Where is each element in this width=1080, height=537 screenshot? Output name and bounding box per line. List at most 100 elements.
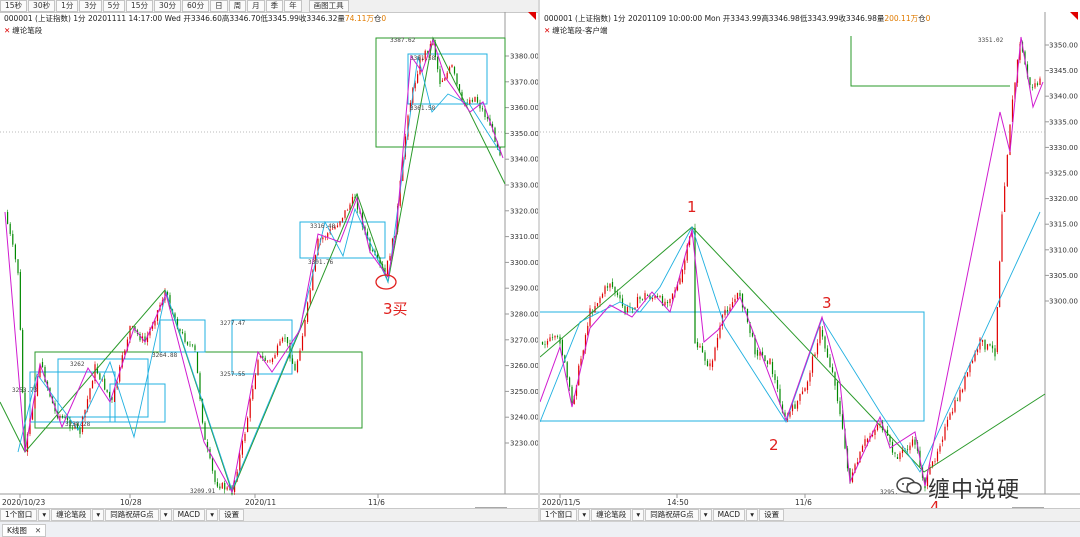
y-tick-label: 3330.00 bbox=[1049, 144, 1078, 152]
candle-body bbox=[924, 477, 926, 489]
indicator-tab[interactable]: MACD bbox=[712, 509, 746, 521]
dropdown-arrow-icon[interactable]: ▾ bbox=[159, 509, 172, 521]
price-label: 3264.88 bbox=[152, 352, 178, 359]
candle-body bbox=[331, 228, 334, 230]
candle-body bbox=[594, 306, 596, 313]
candle-body bbox=[746, 308, 749, 323]
candle-body bbox=[94, 364, 96, 382]
candle-body bbox=[481, 108, 484, 110]
candle-body bbox=[1014, 82, 1016, 100]
price-label: 3387.62 bbox=[390, 37, 416, 44]
indicator-tab[interactable]: 缠论笔段 bbox=[51, 509, 92, 521]
period-button[interactable]: 5分 bbox=[102, 0, 125, 12]
dropdown-arrow-icon[interactable]: ▾ bbox=[746, 509, 759, 521]
candle-body bbox=[284, 337, 286, 339]
window-count-select[interactable]: 1个窗口 bbox=[0, 509, 38, 521]
indicator-tab[interactable]: 同路祝研G点 bbox=[105, 509, 159, 521]
dropdown-arrow-icon[interactable]: ▾ bbox=[92, 509, 105, 521]
drawing-tools-button[interactable]: 画图工具 bbox=[308, 0, 349, 12]
candle-body bbox=[226, 487, 228, 490]
y-tick-label: 3310.00 bbox=[510, 233, 538, 241]
candle-body bbox=[971, 360, 974, 363]
y-tick-label: 3380.00 bbox=[510, 53, 538, 61]
indicator-tab[interactable]: MACD bbox=[172, 509, 206, 521]
zhongshu-box bbox=[850, 36, 1010, 87]
dropdown-arrow-icon[interactable]: ▾ bbox=[38, 509, 51, 521]
period-button[interactable]: 15秒 bbox=[0, 0, 28, 12]
candle-body bbox=[484, 109, 486, 118]
period-button[interactable]: 季 bbox=[265, 0, 284, 12]
left-chart-panel[interactable]: 000001 (上证指数) 1分 20201111 14:17:00 Wed 开… bbox=[0, 12, 538, 520]
period-button[interactable]: 月 bbox=[247, 0, 265, 12]
period-button[interactable]: 1分 bbox=[56, 0, 79, 12]
candle-body bbox=[451, 64, 453, 68]
right-chart-panel[interactable]: 000001 (上证指数) 1分 20201109 10:00:00 Mon 开… bbox=[540, 12, 1080, 520]
period-button[interactable]: 周 bbox=[228, 0, 247, 12]
panel-separator[interactable] bbox=[538, 0, 540, 521]
candle-body bbox=[991, 345, 994, 349]
candle-body bbox=[651, 298, 654, 300]
indicator-tab[interactable]: 缠论笔段 bbox=[591, 509, 632, 521]
window-count-select[interactable]: 1个窗口 bbox=[540, 509, 578, 521]
x-tick-label: 2020/11/5 bbox=[542, 498, 581, 507]
candle-body bbox=[999, 261, 1001, 308]
left-kline-chart[interactable]: 3380.00 3370.00 3360.00 3350.00 3340.00 3330.… bbox=[0, 12, 538, 508]
candle-body bbox=[741, 294, 744, 308]
period-button[interactable]: 年 bbox=[284, 0, 302, 12]
candle-body bbox=[826, 348, 829, 358]
right-kline-chart[interactable]: 3350.00 3345.00 3340.00 3335.00 3330.00 3325.… bbox=[540, 12, 1080, 508]
candle-body bbox=[156, 310, 159, 321]
period-button[interactable]: 3分 bbox=[79, 0, 102, 12]
candle-body bbox=[271, 358, 274, 362]
candle-body bbox=[549, 337, 551, 341]
close-icon[interactable]: ✕ bbox=[544, 26, 551, 35]
candle-body bbox=[839, 401, 841, 415]
period-button[interactable]: 日 bbox=[210, 0, 228, 12]
turning-point-annotation: 2 bbox=[769, 436, 779, 454]
dropdown-arrow-icon[interactable]: ▾ bbox=[206, 509, 219, 521]
candle-body bbox=[791, 404, 794, 412]
candle-body bbox=[821, 330, 824, 337]
close-icon[interactable]: ✕ bbox=[4, 26, 11, 35]
candle-body bbox=[17, 259, 19, 274]
y-tick-label: 3345.00 bbox=[1049, 67, 1078, 75]
candle-body bbox=[409, 102, 411, 112]
candle-body bbox=[931, 461, 934, 468]
candle-body bbox=[274, 354, 276, 359]
candle-body bbox=[606, 286, 609, 288]
candle-body bbox=[781, 404, 784, 413]
indicator-tab[interactable]: 同路祝研G点 bbox=[645, 509, 699, 521]
candle-body bbox=[776, 379, 779, 389]
y-tick-label: 3250.00 bbox=[510, 388, 538, 396]
period-button[interactable]: 60分 bbox=[182, 0, 210, 12]
candle-body bbox=[649, 295, 651, 300]
dropdown-arrow-icon[interactable]: ▾ bbox=[578, 509, 591, 521]
period-button[interactable]: 30秒 bbox=[28, 0, 56, 12]
close-icon[interactable]: ✕ bbox=[34, 526, 42, 535]
candle-body bbox=[29, 419, 31, 434]
tab-kline[interactable]: K线图 ✕ bbox=[2, 524, 47, 537]
candle-body bbox=[81, 417, 84, 432]
candle-body bbox=[694, 228, 696, 344]
candle-body bbox=[34, 395, 36, 409]
candle-body bbox=[1009, 124, 1011, 156]
candle-body bbox=[759, 351, 761, 356]
candle-body bbox=[59, 415, 61, 418]
dropdown-arrow-icon[interactable]: ▾ bbox=[699, 509, 712, 521]
y-tick-label: 3310.00 bbox=[1049, 246, 1078, 254]
candle-body bbox=[119, 366, 121, 382]
period-button[interactable]: 30分 bbox=[153, 0, 182, 12]
candle-body bbox=[369, 238, 371, 251]
candle-body bbox=[64, 417, 66, 419]
candle-body bbox=[596, 303, 599, 307]
indicator-tab[interactable]: 设置 bbox=[759, 509, 785, 521]
candle-body bbox=[849, 468, 851, 483]
candle-body bbox=[281, 337, 284, 342]
period-button[interactable]: 15分 bbox=[125, 0, 153, 12]
indicator-tab[interactable]: 设置 bbox=[219, 509, 245, 521]
dropdown-arrow-icon[interactable]: ▾ bbox=[632, 509, 645, 521]
candle-body bbox=[949, 413, 951, 420]
candle-body bbox=[441, 80, 443, 82]
candle-body bbox=[108, 391, 111, 397]
candle-body bbox=[956, 400, 959, 401]
